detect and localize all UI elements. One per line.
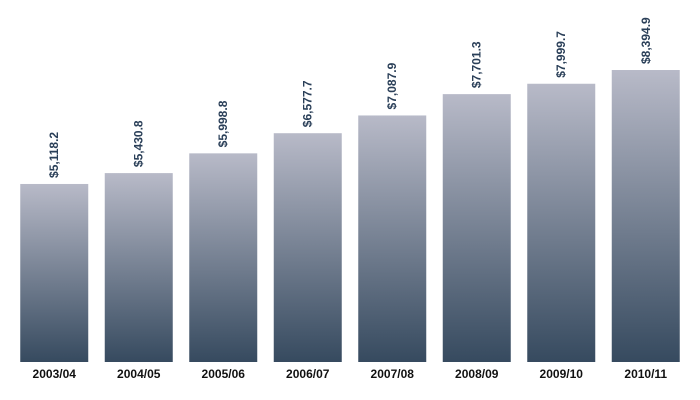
bar — [358, 115, 427, 362]
x-tick-label: 2006/07 — [286, 367, 330, 381]
bar — [611, 70, 680, 362]
bar — [527, 83, 596, 363]
x-tick-label: 2009/10 — [540, 367, 584, 381]
x-tick-label: 2008/09 — [455, 367, 499, 381]
x-tick-label: 2010/11 — [624, 367, 667, 381]
value-label: $6,577.7 — [301, 80, 315, 127]
bar — [273, 133, 342, 362]
value-label: $5,430.8 — [132, 120, 146, 167]
value-label: $7,701.3 — [470, 41, 484, 88]
x-tick-label: 2004/05 — [117, 367, 161, 381]
bar — [442, 94, 511, 363]
value-label: $7,999.7 — [554, 31, 568, 78]
value-label: $5,998.8 — [216, 100, 230, 147]
value-label: $7,087.9 — [385, 62, 399, 109]
bar — [189, 153, 258, 362]
x-tick-label: 2007/08 — [371, 367, 415, 381]
bar — [104, 173, 173, 362]
x-tick-label: 2005/06 — [202, 367, 246, 381]
x-tick-label: 2003/04 — [33, 367, 77, 381]
value-label: $5,118.2 — [47, 132, 61, 178]
bar — [20, 183, 89, 362]
value-label: $8,394.9 — [639, 17, 653, 64]
